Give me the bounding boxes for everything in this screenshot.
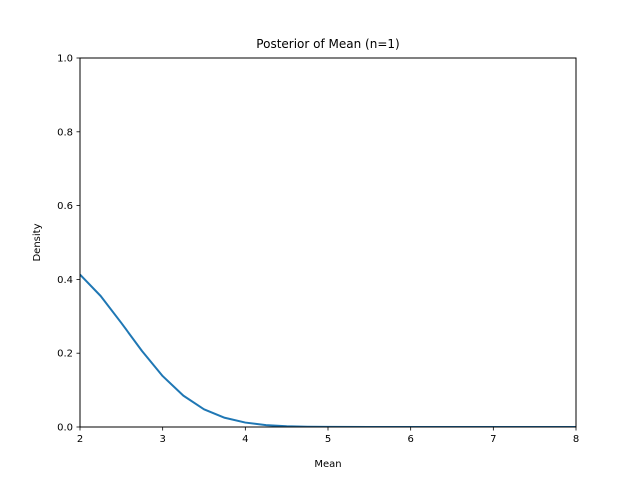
- x-tick-label: 5: [325, 434, 331, 445]
- y-tick-label: 0.4: [57, 275, 73, 286]
- x-tick-label: 2: [77, 434, 83, 445]
- y-tick-label: 0.2: [57, 349, 73, 360]
- x-tick-label: 8: [573, 434, 579, 445]
- y-tick-label: 0.8: [57, 127, 73, 138]
- x-tick-label: 6: [407, 434, 413, 445]
- y-tick-label: 1.0: [57, 54, 73, 65]
- x-axis-ticks: 2 3 4 5 6 7 8: [77, 427, 579, 445]
- x-tick-label: 4: [242, 434, 248, 445]
- y-tick-label: 0.0: [57, 423, 73, 434]
- y-axis-ticks: 0.0 0.2 0.4 0.6 0.8 1.0: [57, 54, 80, 434]
- y-axis-label: Density: [32, 223, 43, 261]
- series-layer: [80, 273, 576, 427]
- y-tick-label: 0.6: [57, 201, 73, 212]
- x-tick-label: 7: [490, 434, 496, 445]
- x-axis-label: Mean: [314, 459, 341, 470]
- density-series-line: [80, 273, 576, 427]
- chart-title: Posterior of Mean (n=1): [256, 37, 399, 51]
- x-tick-label: 3: [159, 434, 165, 445]
